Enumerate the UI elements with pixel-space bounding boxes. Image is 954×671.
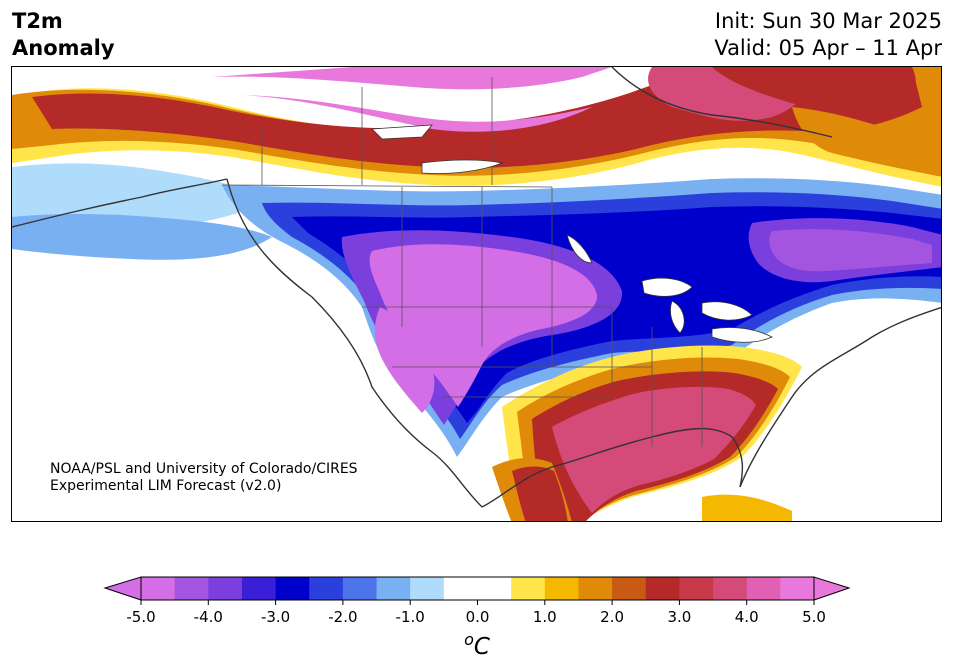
alaska-cooler xyxy=(12,214,272,260)
quebec-cold-core xyxy=(769,229,932,272)
colorbar-swatch xyxy=(477,577,512,600)
coastlines xyxy=(12,67,941,508)
greenland-warm-inner xyxy=(712,67,916,114)
colorbar-swatch xyxy=(544,577,579,600)
colorbar-tick-label: -3.0 xyxy=(261,608,290,626)
greenland-warm xyxy=(792,107,941,177)
colorbar-swatch xyxy=(241,577,277,600)
colorbar-swatch xyxy=(746,577,781,600)
map-title-block: T2m Anomaly xyxy=(12,8,115,62)
forecast-dates: Init: Sun 30 Mar 2025 Valid: 05 Apr – 11… xyxy=(714,8,942,62)
colorbar-swatch xyxy=(174,577,209,600)
colorbar-swatch xyxy=(780,577,815,600)
colorbar-extend-high xyxy=(813,576,851,601)
anomaly-map: NOAA/PSL and University of Colorado/CIRE… xyxy=(11,66,942,522)
arctic-max xyxy=(212,67,612,132)
colorbar: -5.0 -4.0 -3.0 -2.0 -1.0 0.0 1.0 2.0 3.0 4.0 5.0 o… xyxy=(103,576,851,660)
colorbar-tick-label: -4.0 xyxy=(194,608,223,626)
mexico-warm-core xyxy=(512,466,568,521)
colorbar-swatch xyxy=(208,577,243,600)
init-date: Init: Sun 30 Mar 2025 xyxy=(714,9,942,33)
colorbar-ticks: -5.0 -4.0 -3.0 -2.0 -1.0 0.0 1.0 2.0 3.0 4.0 5.0 xyxy=(126,600,826,626)
borders xyxy=(221,77,703,447)
colorbar-tick-label: -5.0 xyxy=(126,608,155,626)
great-lakes xyxy=(371,124,773,343)
colorbar-tick-label: 2.0 xyxy=(600,608,624,626)
colorbar-tick-label: -2.0 xyxy=(328,608,357,626)
southeast-warm-max xyxy=(552,386,756,513)
west-cold-extreme xyxy=(374,307,435,413)
colorbar-swatch xyxy=(645,577,680,600)
colorbar-swatch xyxy=(713,577,748,600)
colorbar-tick-label: 0.0 xyxy=(466,608,490,626)
colorbar-swatch xyxy=(275,577,310,600)
colorbar-swatch xyxy=(511,577,546,600)
product-label: Anomaly xyxy=(12,36,115,60)
colorbar-tick-label: 4.0 xyxy=(735,608,759,626)
colorbar-tick-label: 1.0 xyxy=(533,608,557,626)
colorbar-unit: oC xyxy=(464,630,490,660)
variable-label: T2m xyxy=(12,9,63,33)
colorbar-tick-label: -1.0 xyxy=(396,608,425,626)
credit-text: NOAA/PSL and University of Colorado/CIRE… xyxy=(50,461,358,495)
colorbar-tick-label: 3.0 xyxy=(667,608,691,626)
colorbar-swatch xyxy=(342,577,378,600)
colorbar-swatches xyxy=(141,577,815,600)
colorbar-swatch xyxy=(443,577,478,600)
credit-line-2: Experimental LIM Forecast (v2.0) xyxy=(50,478,282,494)
colorbar-swatch xyxy=(309,577,344,600)
colorbar-swatch xyxy=(578,577,613,600)
colorbar-swatch xyxy=(679,577,714,600)
colorbar-swatch xyxy=(376,577,411,600)
colorbar-swatch xyxy=(410,577,445,600)
colorbar-swatch xyxy=(141,577,176,600)
caribbean-warm xyxy=(702,494,792,521)
colorbar-swatch xyxy=(612,577,647,600)
credit-line-1: NOAA/PSL and University of Colorado/CIRE… xyxy=(50,461,358,477)
valid-range: Valid: 05 Apr – 11 Apr xyxy=(714,36,942,60)
anomaly-field xyxy=(12,67,941,521)
colorbar-extend-low xyxy=(103,576,142,601)
central-cold-extreme xyxy=(369,244,598,407)
colorbar-tick-label: 5.0 xyxy=(802,608,826,626)
